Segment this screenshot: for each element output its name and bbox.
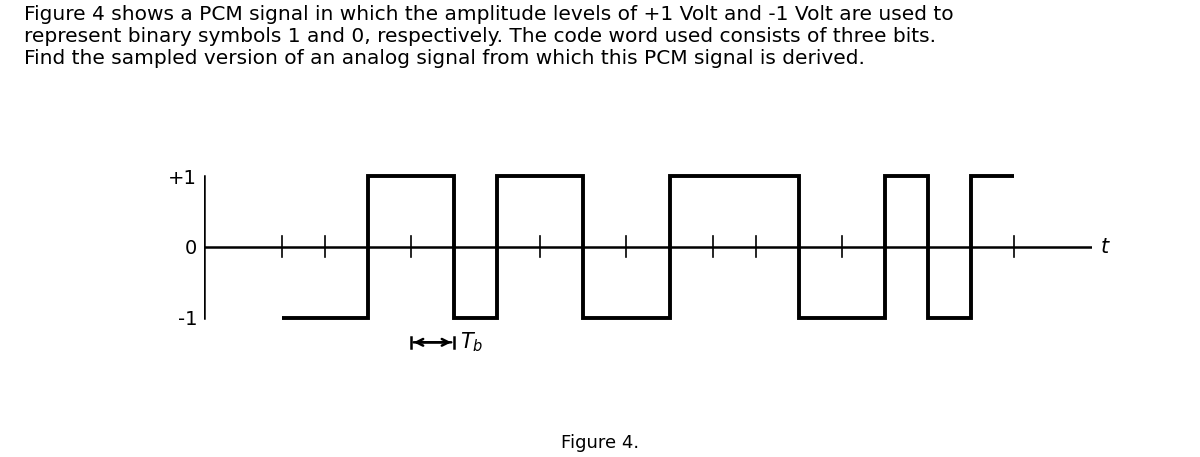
Text: Figure 4.: Figure 4. bbox=[560, 435, 640, 452]
Text: Figure 4 shows a PCM signal in which the amplitude levels of +1 Volt and -1 Volt: Figure 4 shows a PCM signal in which the… bbox=[24, 5, 954, 68]
Text: $T_b$: $T_b$ bbox=[461, 330, 484, 354]
Text: t: t bbox=[1100, 237, 1109, 257]
